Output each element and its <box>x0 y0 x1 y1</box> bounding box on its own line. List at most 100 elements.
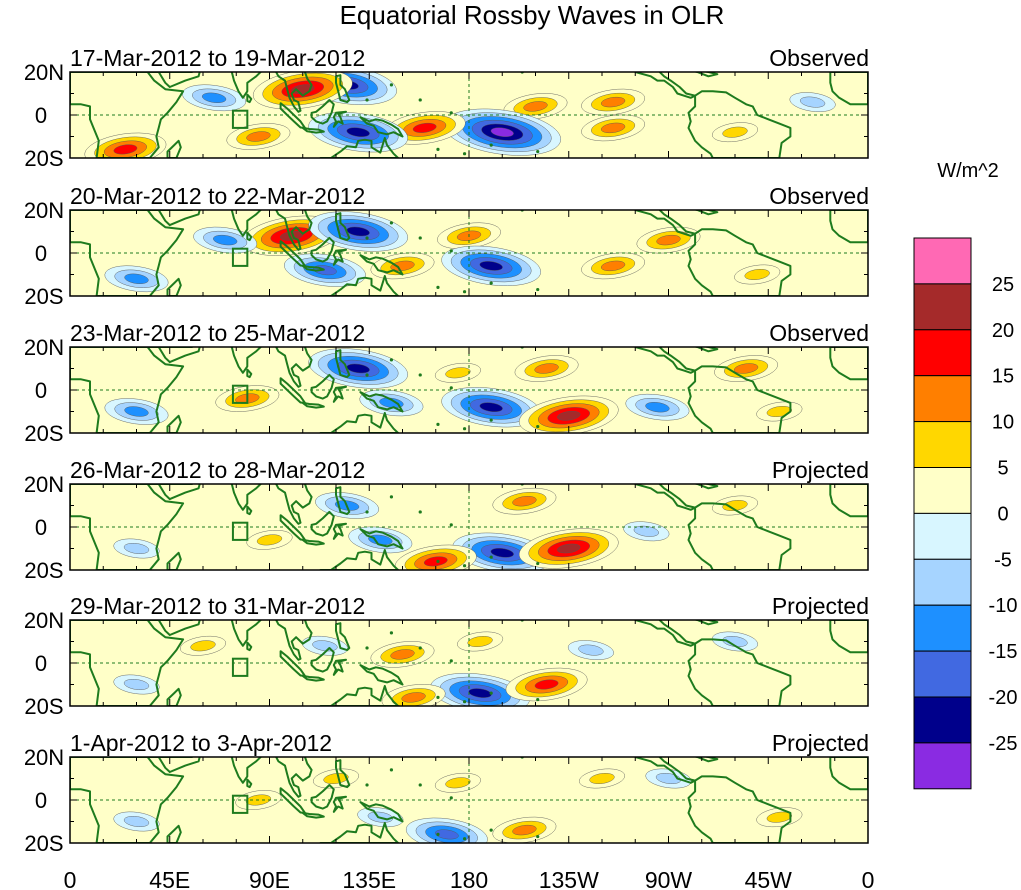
coastline <box>693 757 719 763</box>
coastline <box>310 784 335 810</box>
coastline <box>246 93 253 104</box>
anomaly-blob <box>104 398 169 425</box>
anomaly-blob <box>581 88 646 116</box>
colorbar-swatch <box>913 512 972 560</box>
island <box>389 631 394 635</box>
island <box>449 386 453 390</box>
chart-title: Equatorial Rossby Waves in OLR <box>340 0 725 30</box>
coastline <box>229 210 263 237</box>
x-tick-label: 45E <box>149 867 190 890</box>
coastline <box>70 757 185 843</box>
colorbar-label: 5 <box>997 458 1008 480</box>
coastline <box>301 264 325 272</box>
island <box>66 661 69 664</box>
coastlines <box>66 757 868 843</box>
coastline <box>829 210 868 244</box>
coastline <box>693 347 719 353</box>
island <box>418 236 422 240</box>
anomaly-blob <box>441 387 541 428</box>
contour-level <box>213 234 238 246</box>
island <box>66 798 69 801</box>
panel-1: 20N 0 20S 17-Mar-2012 to 19-Mar-2012 Observe… <box>24 45 869 171</box>
anomaly-blob <box>226 123 291 150</box>
contour-level <box>589 773 615 784</box>
colorbar-units: W/m^2 <box>937 160 999 182</box>
anomaly-blob <box>711 122 759 143</box>
panels-group: 20N 0 20S 17-Mar-2012 to 19-Mar-2012 Observe… <box>24 45 869 856</box>
coastline <box>246 778 253 789</box>
anomaly-blob <box>789 92 836 112</box>
coastline <box>301 811 325 819</box>
coastline <box>687 502 792 570</box>
anomaly-blob <box>578 768 626 789</box>
coastlines <box>70 484 868 570</box>
y-tick-label: 0 <box>35 241 47 266</box>
coastline <box>634 620 697 647</box>
coastline <box>687 775 792 843</box>
coastline <box>310 236 335 263</box>
y-tick-label: 20N <box>24 472 64 497</box>
colorbar: W/m^2 25 20 15 10 5 0 -5 -10 -15 -20 -25 <box>913 160 1018 790</box>
island <box>418 98 422 102</box>
coastline <box>634 210 697 237</box>
anomaly-blob <box>518 528 619 569</box>
y-tick-label: 20N <box>24 335 64 360</box>
anomaly-blob <box>312 768 360 789</box>
y-tick-label: 20S <box>24 146 63 171</box>
panel-date-range: 26-Mar-2012 to 28-Mar-2012 <box>70 457 365 483</box>
contour-level <box>467 636 493 647</box>
contour-level <box>523 101 548 112</box>
island <box>365 783 369 787</box>
y-tick-label: 20S <box>24 284 63 309</box>
colorbar-swatch <box>913 650 972 698</box>
island <box>489 143 493 147</box>
contour-level <box>490 127 514 137</box>
coastline <box>359 528 404 550</box>
panel-3: 20N 0 20S 23-Mar-2012 to 25-Mar-2012 Observe… <box>24 320 869 446</box>
y-tick-label: 0 <box>35 103 47 128</box>
anomaly-blob <box>711 631 759 652</box>
island <box>389 495 394 499</box>
island <box>365 236 369 240</box>
region-box <box>231 657 249 677</box>
island <box>66 113 69 116</box>
coastline <box>319 549 400 570</box>
contour-level <box>656 234 681 246</box>
contour-level <box>123 543 150 554</box>
island <box>418 783 422 787</box>
coastline <box>332 248 347 266</box>
anomaly-field <box>113 631 759 706</box>
island <box>365 510 369 514</box>
contour-level <box>201 92 227 103</box>
contour-level <box>124 273 149 284</box>
x-tick-label: 90E <box>249 867 290 890</box>
island <box>436 147 440 151</box>
contour-level <box>435 829 459 840</box>
island <box>418 646 422 650</box>
contour-level <box>113 144 138 155</box>
anomaly-field <box>84 72 836 158</box>
island <box>365 98 369 102</box>
coastline <box>359 801 404 823</box>
coastline <box>148 347 201 364</box>
coastline <box>310 99 335 125</box>
y-tick-label: 20N <box>24 608 64 633</box>
coastline <box>301 538 325 546</box>
contour-level <box>390 260 415 272</box>
anomaly-blob <box>430 673 530 706</box>
colorbar-label: -10 <box>989 595 1018 617</box>
coastline <box>634 72 697 99</box>
anomaly-blob <box>505 667 588 702</box>
colorbar-label: 25 <box>992 274 1014 296</box>
coastline <box>246 641 253 652</box>
contour-level <box>512 496 537 507</box>
island <box>462 564 467 568</box>
anomaly-blob <box>711 495 759 516</box>
coastline <box>332 658 347 676</box>
coastline <box>335 759 351 789</box>
island <box>389 83 394 87</box>
colorbar-swatch <box>913 329 972 377</box>
anomaly-blob <box>182 84 247 112</box>
contour-level <box>479 261 503 271</box>
